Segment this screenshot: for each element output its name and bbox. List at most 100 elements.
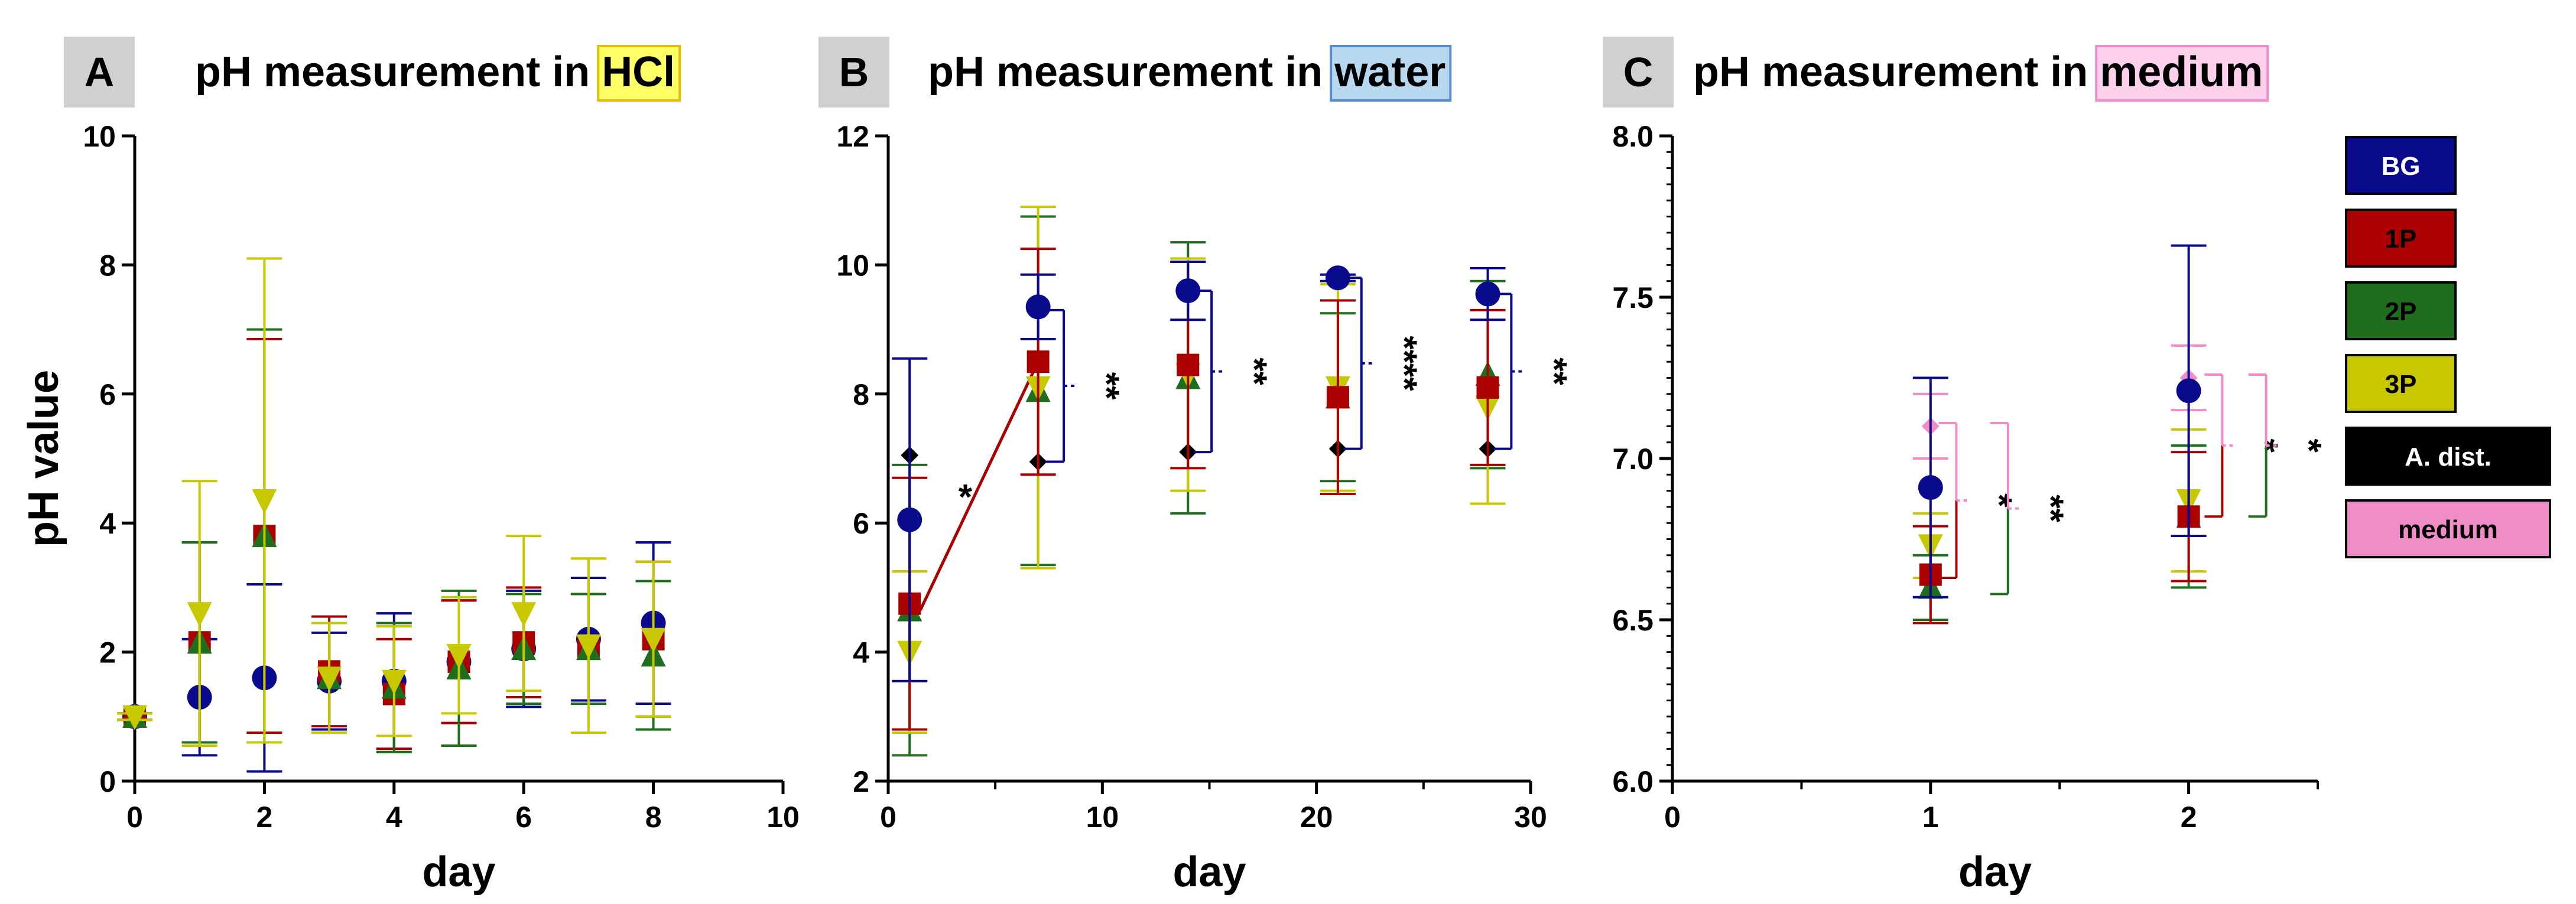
significance-bracket: ** [1493,292,1574,450]
x-axis-label: day [1958,848,2032,896]
y-tick-label: 12 [836,120,869,153]
x-tick-label: 0 [880,801,896,834]
y-axis-label: pH value [20,370,67,547]
legend-swatch [2345,136,2457,195]
x-tick-label: 2 [256,801,272,834]
data-point [381,669,407,695]
x-axis-label: day [1172,848,1246,896]
panel-letter-badge [818,37,889,108]
chart-title: pH measurement in [928,48,1323,96]
x-tick-label: 20 [1300,801,1333,834]
title-highlight-box [1330,45,1452,102]
significance-label: ** [1235,357,1274,385]
legend-swatch [2345,209,2457,268]
legend-item: 1P [2345,209,2457,268]
data-point [2176,378,2201,404]
legend-swatch [2345,281,2457,340]
data-point [446,644,472,669]
y-tick-label: 6.5 [1612,604,1654,637]
data-point [1175,278,1201,304]
legend-item: 2P [2345,281,2457,340]
legend-item: medium [2345,499,2551,558]
significance-bracket: * [2248,373,2329,518]
significance-label: **** [1385,336,1424,391]
data-point [1918,475,1943,500]
data-point [1177,353,1200,376]
legend-label: medium [2398,515,2498,544]
y-tick-label: 10 [836,249,869,282]
significance-bracket: ** [1990,421,2071,596]
panel-letter: A [85,49,115,95]
y-tick-label: 8 [99,249,116,282]
legend: BG 1P 2P 3P A. dist. medium [2345,136,2551,558]
y-tick-label: 7.0 [1612,443,1654,476]
y-tick-label: 2 [853,765,869,798]
y-tick-label: 6 [853,507,869,540]
y-tick-label: 10 [83,120,116,153]
data-point [1325,265,1350,291]
y-tick-label: 6.0 [1612,765,1654,798]
data-point [1026,350,1050,373]
x-tick-label: 30 [1514,801,1547,834]
chart-title: pH measurement in [1693,48,2088,96]
y-tick-label: 7.5 [1612,281,1654,314]
y-tick-label: 4 [853,636,869,669]
data-point [252,489,277,514]
series-3p [117,257,671,747]
legend-item: 3P [2345,354,2457,413]
y-tick-label: 0 [99,765,116,798]
significance-label: ** [1087,372,1126,400]
significance-bracket: ** [1046,308,1126,463]
series-2p [892,215,1506,757]
panel-letter: C [1623,49,1654,95]
legend-label: A. dist. [2405,443,2491,471]
series-bg [892,260,1506,682]
chart-title: pH measurement in [195,48,590,96]
legend-swatch [2345,427,2551,486]
x-tick-label: 8 [645,801,662,834]
y-tick-label: 2 [99,636,116,669]
data-point [122,705,147,730]
data-point [641,627,666,653]
x-tick-label: 10 [766,801,800,834]
chart-title-highlight: HCl [602,48,675,96]
x-tick-label: 6 [515,801,532,834]
title-highlight-box [2095,45,2269,102]
legend-label: 3P [2385,370,2417,399]
legend-label: 2P [2385,297,2417,326]
legend-swatch [2345,354,2457,413]
y-tick-label: 8 [853,378,869,411]
x-tick-label: 1 [1922,801,1939,834]
x-tick-label: 10 [1086,801,1119,834]
data-point [187,602,212,627]
data-point [1476,376,1499,399]
y-tick-label: 4 [99,507,116,540]
legend-item: BG [2345,136,2457,195]
significance-label: ** [2031,495,2071,522]
legend-swatch [2345,499,2551,558]
legend-item: A. dist. [2345,427,2551,486]
data-point [511,602,537,627]
y-tick-label: 6 [99,378,116,411]
significance-label: * [959,477,973,517]
significance-label: * [1979,493,2019,508]
x-tick-label: 0 [126,801,143,834]
chart-title-highlight: water [1334,48,1445,96]
panel-letter-badge [1603,37,1674,108]
x-tick-label: 2 [2181,801,2197,834]
significance-line [919,361,1040,611]
legend-label: BG [2382,152,2421,181]
y-tick-label: 8.0 [1612,120,1654,153]
significance-bracket: ** [1194,290,1274,454]
data-point [317,666,342,692]
data-point [1025,294,1051,320]
significance-label: ** [1534,357,1574,385]
panel-letter: B [839,49,869,95]
x-axis-label: day [422,848,495,896]
panel-letter-badge [64,37,135,108]
series-bg [1912,244,2207,599]
title-highlight-box [597,45,681,102]
